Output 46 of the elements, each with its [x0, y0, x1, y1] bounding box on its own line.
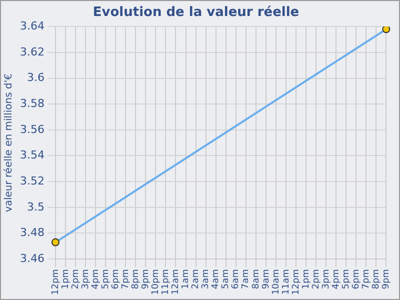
- x-tick-label: 11am: [281, 269, 292, 295]
- y-tick-label: 3.56: [20, 122, 44, 136]
- y-tick-label: 3.58: [20, 96, 44, 110]
- x-tick-label: 12pm: [50, 269, 61, 296]
- x-tick-label: 6am: [231, 269, 242, 290]
- y-tick-label: 3.6: [26, 71, 44, 84]
- x-tick-label: 8am: [251, 269, 262, 290]
- x-tick-label: 3am: [201, 269, 212, 290]
- x-tick-label: 4am: [211, 269, 222, 290]
- x-tick-label: 1pm: [60, 269, 71, 290]
- x-tick-label: 11pm: [161, 269, 172, 296]
- x-tick-label: 4pm: [90, 269, 101, 290]
- x-tick-label: 7pm: [120, 269, 131, 290]
- y-axis-title: valeur réelle en millions d'€: [4, 74, 15, 212]
- y-tick-label: 3.46: [20, 252, 44, 265]
- x-tick-label: 1am: [181, 269, 192, 290]
- chart-title: Evolution de la valeur réelle: [92, 5, 300, 20]
- x-tick-label: 7pm: [362, 269, 372, 290]
- y-tick-label: 3.54: [20, 148, 44, 162]
- y-tick-label: 3.64: [20, 19, 44, 32]
- y-tick-label: 3.52: [20, 174, 44, 188]
- x-tick-label: 8pm: [372, 269, 382, 290]
- x-tick-label: 2pm: [311, 269, 322, 290]
- x-tick-label: 10pm: [151, 269, 162, 296]
- x-tick-label: 9pm: [141, 269, 152, 290]
- x-tick-label: 5am: [221, 269, 232, 290]
- x-tick-label: 9am: [261, 269, 272, 290]
- x-tick-label: 4pm: [331, 269, 342, 290]
- x-tick-label: 12pm: [291, 269, 302, 296]
- x-tick-label: 10am: [271, 269, 282, 295]
- x-tick-label: 2pm: [70, 269, 81, 290]
- x-tick-label: 7am: [241, 269, 252, 290]
- x-tick-label: 1pm: [301, 269, 312, 290]
- x-tick-label: 2am: [191, 269, 202, 290]
- y-tick-label: 3.62: [20, 45, 44, 58]
- x-tick-label: 5pm: [341, 269, 352, 290]
- x-tick-label: 3pm: [321, 269, 332, 290]
- x-tick-label: 12am: [171, 269, 182, 295]
- x-tick-label: 3pm: [80, 269, 91, 290]
- x-tick-label: 8pm: [131, 269, 142, 290]
- x-tick-label: 6pm: [351, 269, 362, 290]
- y-tick-label: 3.48: [20, 226, 44, 240]
- x-tick-label: 6pm: [110, 269, 121, 290]
- x-tick-label: 9pm: [382, 269, 392, 290]
- y-tick-label: 3.5: [26, 200, 44, 214]
- x-tick-label: 5pm: [100, 269, 111, 290]
